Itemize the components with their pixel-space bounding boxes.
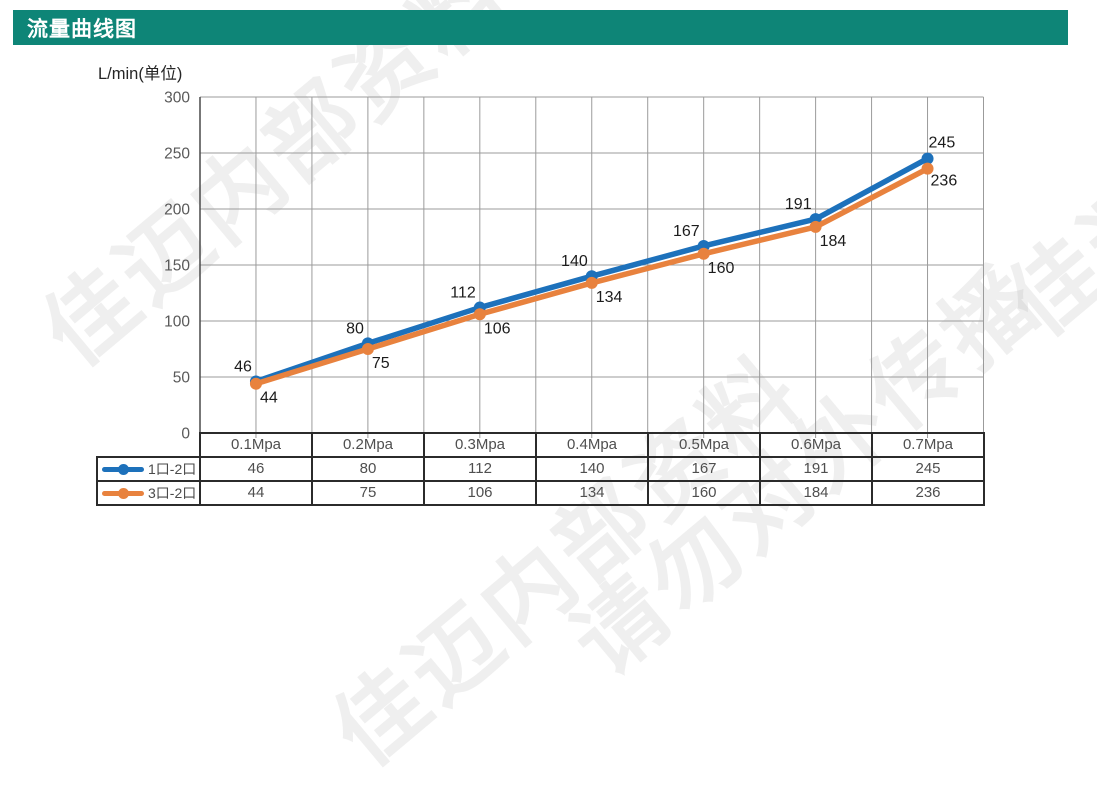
legend-label: 3口-2口 bbox=[148, 485, 197, 501]
data-point-label: 75 bbox=[372, 355, 390, 372]
data-point-marker bbox=[921, 152, 934, 165]
value-cell: 160 bbox=[647, 480, 761, 506]
data-point-label: 184 bbox=[820, 233, 847, 250]
pressure-header-cell: 0.4Mpa bbox=[535, 432, 649, 458]
section-title: 流量曲线图 bbox=[27, 17, 137, 41]
data-point-marker bbox=[585, 276, 598, 289]
data-table: 0.1Mpa 0.2Mpa 0.3Mpa 0.4Mpa 0.5Mpa 0.6Mpa 0.7M… bbox=[199, 432, 985, 506]
legend-table: 1口-2口 3口-2口 bbox=[96, 456, 201, 506]
value-cell: 245 bbox=[871, 456, 985, 482]
pressure-header-cell: 0.6Mpa bbox=[759, 432, 873, 458]
y-axis-unit-label: L/min(单位) bbox=[98, 65, 183, 83]
legend-cell: 1口-2口 bbox=[96, 456, 201, 482]
section-title-bar: 流量曲线图 bbox=[13, 10, 1068, 45]
value-cell: 106 bbox=[423, 480, 537, 506]
value-cell: 80 bbox=[311, 456, 425, 482]
pressure-header-cell: 0.7Mpa bbox=[871, 432, 985, 458]
data-point-label: 140 bbox=[561, 253, 588, 270]
y-tick-label: 150 bbox=[164, 258, 190, 275]
y-tick-label: 200 bbox=[164, 202, 190, 219]
data-point-label: 245 bbox=[929, 135, 956, 152]
value-cell: 236 bbox=[871, 480, 985, 506]
data-point-label: 44 bbox=[260, 390, 278, 407]
data-point-label: 167 bbox=[673, 223, 700, 240]
legend-label: 1口-2口 bbox=[148, 461, 197, 477]
data-point-label: 191 bbox=[785, 196, 812, 213]
data-point-label: 106 bbox=[484, 320, 511, 337]
pressure-header-cell: 0.2Mpa bbox=[311, 432, 425, 458]
value-cell: 184 bbox=[759, 480, 873, 506]
value-cell: 191 bbox=[759, 456, 873, 482]
pressure-header-cell: 0.5Mpa bbox=[647, 432, 761, 458]
data-point-label: 46 bbox=[234, 358, 252, 375]
value-cell: 44 bbox=[199, 480, 313, 506]
y-tick-label: 100 bbox=[164, 314, 190, 331]
value-cell: 46 bbox=[199, 456, 313, 482]
flow-curve-chart: 0 50 100 150 200 250 300 46 80 112 140 167 191 245 44 7… bbox=[164, 90, 984, 443]
data-point-marker bbox=[473, 308, 486, 321]
legend-row: 1口-2口 bbox=[96, 456, 201, 482]
data-point-label: 160 bbox=[708, 260, 735, 277]
value-row: 46 80 112 140 167 191 245 bbox=[199, 456, 985, 482]
page: { "header": { "title": "流量曲线图", "bar_col… bbox=[13, 0, 1097, 785]
data-point-label: 80 bbox=[346, 320, 364, 337]
value-row: 44 75 106 134 160 184 236 bbox=[199, 480, 985, 506]
value-cell: 167 bbox=[647, 456, 761, 482]
y-tick-label: 0 bbox=[181, 426, 190, 443]
value-cell: 112 bbox=[423, 456, 537, 482]
value-cell: 140 bbox=[535, 456, 649, 482]
data-point-marker bbox=[809, 220, 822, 233]
y-tick-label: 300 bbox=[164, 90, 190, 107]
legend-cell: 3口-2口 bbox=[96, 480, 201, 506]
data-point-marker bbox=[921, 162, 934, 175]
data-point-label: 134 bbox=[596, 289, 623, 306]
data-point-marker bbox=[697, 247, 710, 260]
y-tick-label: 250 bbox=[164, 146, 190, 163]
data-point-marker bbox=[249, 377, 262, 390]
legend-line-marker-icon bbox=[102, 487, 144, 499]
pressure-header-cell: 0.1Mpa bbox=[199, 432, 313, 458]
value-cell: 75 bbox=[311, 480, 425, 506]
value-cell: 134 bbox=[535, 480, 649, 506]
y-tick-label: 50 bbox=[173, 370, 191, 387]
pressure-header-cell: 0.3Mpa bbox=[423, 432, 537, 458]
data-point-label: 236 bbox=[931, 173, 958, 190]
data-point-label: 112 bbox=[450, 285, 476, 302]
data-point-marker bbox=[361, 343, 374, 355]
pressure-header-row: 0.1Mpa 0.2Mpa 0.3Mpa 0.4Mpa 0.5Mpa 0.6Mpa 0.7M… bbox=[199, 432, 985, 458]
legend-row: 3口-2口 bbox=[96, 480, 201, 506]
legend-line-marker-icon bbox=[102, 463, 144, 475]
